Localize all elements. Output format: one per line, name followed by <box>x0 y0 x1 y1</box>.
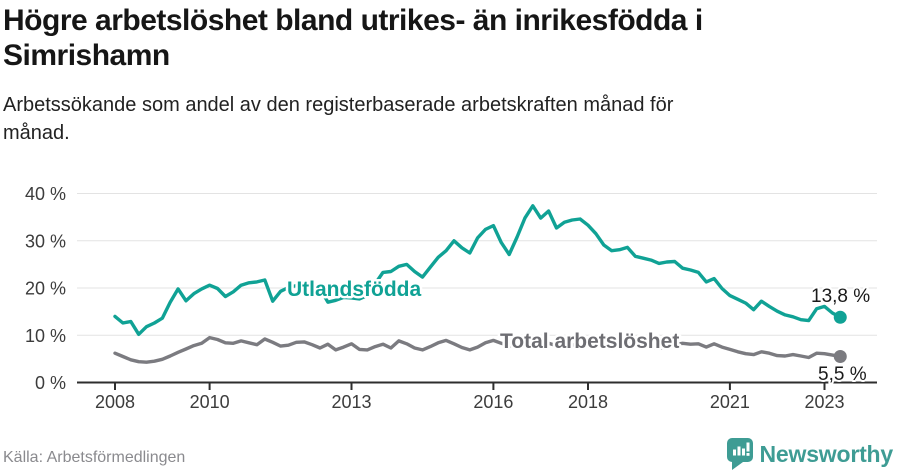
y-tick-label-10: 10 % <box>25 326 66 346</box>
x-tick-label-2013: 2013 <box>331 392 371 412</box>
x-tick-label-2018: 2018 <box>568 392 608 412</box>
end-dot-utlandsfödda <box>833 310 847 324</box>
newsworthy-icon <box>726 438 753 470</box>
end-value-label-utlandsfodda: 13,8 % <box>811 286 870 307</box>
series-label-utlandsfodda: Utlandsfödda <box>287 278 421 301</box>
chart-subtitle-line-2: månad. <box>3 122 70 144</box>
y-tick-label-0: 0 % <box>35 373 66 393</box>
y-tick-label-40: 40 % <box>25 184 66 204</box>
series-line-total-arbetslöshet <box>113 335 842 364</box>
x-tick-label-2016: 2016 <box>473 392 513 412</box>
end-dot-total-arbetslöshet <box>833 350 847 364</box>
chart-subtitle-line-1: Arbetssökande som andel av den registerb… <box>3 94 674 116</box>
x-tick-label-2023: 2023 <box>804 392 844 412</box>
brand-wordmark: Newsworthy <box>759 441 894 467</box>
series-label-total-arbetsloshet: Total arbetslöshet <box>500 330 679 353</box>
x-tick-label-2010: 2010 <box>190 392 230 412</box>
x-tick-label-2008: 2008 <box>95 392 135 412</box>
page-title-line-2: Simrishamn <box>3 39 170 72</box>
brand-logo: Newsworthy <box>726 438 894 471</box>
end-value-label-total: 5,5 % <box>818 364 867 385</box>
page-title-line-1: Högre arbetslöshet bland utrikes- än inr… <box>3 4 703 37</box>
x-tick-label-2021: 2021 <box>710 392 750 412</box>
series-line-utlandsfödda <box>113 204 842 336</box>
source-attribution: Källa: Arbetsförmedlingen <box>3 449 186 466</box>
y-tick-label-30: 30 % <box>25 231 66 251</box>
y-tick-label-20: 20 % <box>25 279 66 299</box>
